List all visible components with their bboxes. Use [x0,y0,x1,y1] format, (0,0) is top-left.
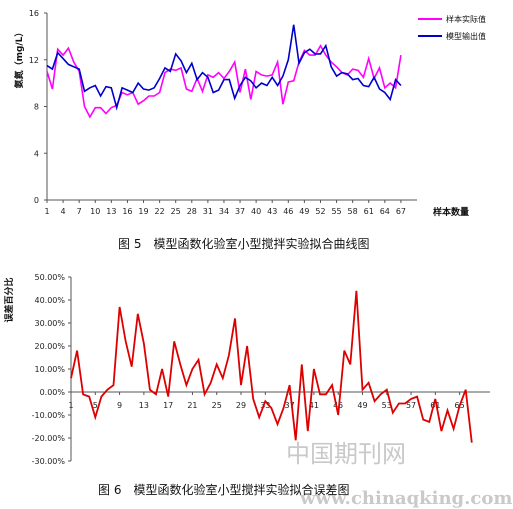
chart2-x-tick-label: 61 [430,401,440,410]
chart1-x-tick-label: 46 [283,207,293,216]
chart2-x-tick-label: 17 [163,401,173,410]
chart1-y-tick-label: 12 [29,56,39,65]
chart2-x-tick-label: 41 [309,401,319,410]
chart1-x-tick-label: 25 [171,207,181,216]
chart1-x-tick-label: 1 [44,207,49,216]
chart1-x-axis-label: 样本数量 [433,206,469,218]
chart2-x-tick-label: 21 [187,401,197,410]
chart1-x-tick-label: 61 [364,207,374,216]
chart2-y-axis-label: 误差百分比 [3,277,15,322]
chart2-y-tick-label: -20.00% [32,434,66,443]
chart2-x-tick-label: 37 [285,401,295,410]
chart2-x-tick-label: 29 [236,401,246,410]
chart1-x-tick-label: 19 [138,207,148,216]
chart2-y-tick-label: 50.00% [34,273,65,282]
chart1-x-tick-label: 22 [155,207,165,216]
chart1-x-tick-label: 28 [187,207,197,216]
chart-error-percentage: 50.00% 40.00% 30.00% 20.00% 10.00% 0.00% -10.0… [3,273,490,497]
chart2-y-tick-label: -10.00% [32,411,66,420]
chart1-x-tick-label: 34 [219,207,229,216]
chart1-x-tick-label: 31 [203,207,213,216]
chart1-x-tick-label: 10 [90,207,100,216]
series-model-line [46,24,402,111]
chart2-x-tick-label: 45 [333,401,343,410]
legend-label-actual: 样本实际值 [446,14,486,24]
chart1-x-tick-label: 64 [380,207,390,216]
chart1-x-tick-label: 49 [299,207,309,216]
chart1-x-tick-label: 16 [122,207,132,216]
chart2-caption: 图 6 模型函数化验室小型搅拌实验拟合误差图 [98,482,349,497]
chart2-x-tick-label: 57 [406,401,416,410]
chart1-caption: 图 5 模型函数化验室小型搅拌实验拟合曲线图 [118,236,369,251]
chart2-y-tick-label: 10.00% [34,365,65,374]
chart1-x-tick-label: 40 [251,207,261,216]
chart2-y-tick-label: 30.00% [34,319,65,328]
chart1-x-tick-label: 13 [106,207,116,216]
chart1-x-tick-label: 58 [348,207,358,216]
chart2-y-tick-label: 20.00% [34,342,65,351]
chart1-y-tick-label: 8 [34,103,39,112]
chart1-y-tick-label: 4 [34,149,39,158]
chart1-x-tick-label: 37 [235,207,245,216]
chart1-y-tick-label: 16 [29,9,39,18]
chart2-y-tick-label: 40.00% [34,296,65,305]
chart2-y-tick-label: 0.00% [40,388,66,397]
chart1-x-tick-label: 67 [396,207,406,216]
watermark-cn: 中国期刊网 [286,440,406,468]
chart2-x-tick-label: 25 [212,401,222,410]
chart2-x-tick-label: 13 [139,401,149,410]
chart2-x-tick-label: 9 [117,401,122,410]
chart1-y-tick-label: 0 [34,196,39,205]
chart1-x-tick-label: 7 [77,207,82,216]
chart2-x-tick-label: 53 [382,401,392,410]
chart1-x-tick-label: 43 [267,207,277,216]
chart1-y-axis-label: 氨氮（mg/L） [13,28,25,89]
watermark-url: www.chinaqking.com [299,488,512,509]
chart1-x-tick-label: 52 [315,207,325,216]
chart-fitting-curve: 0 4 8 12 16 1 4 7 10 13 16 19 22 25 28 31 34 37 40 43 46 49 5… [13,9,486,251]
chart2-x-tick-label: 49 [357,401,367,410]
chart1-x-tick-label: 4 [61,207,66,216]
chart1-legend: 样本实际值 模型输出值 [418,14,486,41]
series-error-line [70,290,473,443]
chart2-x-tick-label: 33 [260,401,270,410]
chart1-x-tick-label: 55 [331,207,341,216]
chart2-y-tick-label: -30.00% [32,457,66,466]
chart2-x-tick-label: 1 [68,401,73,410]
chart2-x-tick-label: 5 [93,401,98,410]
legend-label-model: 模型输出值 [446,31,486,41]
